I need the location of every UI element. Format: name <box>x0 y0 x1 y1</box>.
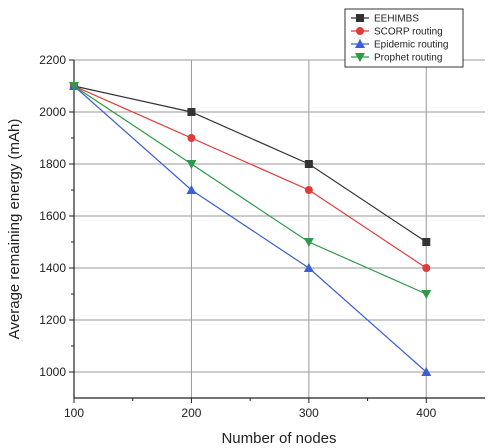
plot-background <box>74 60 485 398</box>
x-tick-label: 300 <box>299 406 319 420</box>
series-2 <box>69 81 432 376</box>
data-point <box>421 290 432 299</box>
y-tick-label: 2000 <box>39 105 66 119</box>
data-point <box>187 134 196 142</box>
y-tick-label: 1000 <box>39 365 66 379</box>
legend-label: Prophet routing <box>374 53 442 64</box>
axes <box>69 59 485 403</box>
y-tick-label: 2200 <box>39 53 66 67</box>
series-line <box>73 85 427 373</box>
data-point <box>422 264 431 272</box>
x-tick-label: 400 <box>416 406 436 420</box>
series-line <box>73 85 427 269</box>
legend-label: EEHIMBS <box>374 14 419 25</box>
data-point <box>186 185 197 194</box>
y-axis-title: Average remaining energy (mAh) <box>6 119 23 340</box>
legend-marker <box>355 39 365 48</box>
y-tick-label: 1800 <box>39 157 66 171</box>
data-point <box>421 367 432 376</box>
y-tick-label: 1400 <box>39 261 66 275</box>
x-axis-title: Number of nodes <box>221 430 336 447</box>
legend-label: Epidemic routing <box>374 40 448 51</box>
series-line <box>73 85 427 243</box>
data-point <box>303 238 314 247</box>
legend-marker <box>356 27 364 35</box>
data-point <box>186 160 197 169</box>
y-tick-label: 1600 <box>39 209 66 223</box>
x-tick-label: 200 <box>181 406 201 420</box>
series-group <box>69 81 432 376</box>
legend-marker <box>356 14 364 22</box>
x-tick-label: 100 <box>64 406 84 420</box>
legend-label: SCORP routing <box>374 27 443 38</box>
data-point <box>303 263 314 272</box>
data-point <box>187 108 196 116</box>
series-3 <box>69 82 432 299</box>
tick-labels: 1000 1200 1400 1600 1800 2000 2200 100 200 300 400 <box>39 53 436 420</box>
data-point <box>304 186 313 194</box>
legend-marker <box>355 53 365 62</box>
y-tick-label: 1200 <box>39 313 66 327</box>
legend: EEHIMBS SCORP routing Epidemic routing Prop… <box>344 8 464 68</box>
data-point <box>304 160 313 168</box>
data-point <box>422 238 431 246</box>
data-point <box>69 82 79 91</box>
series-line <box>73 85 427 295</box>
